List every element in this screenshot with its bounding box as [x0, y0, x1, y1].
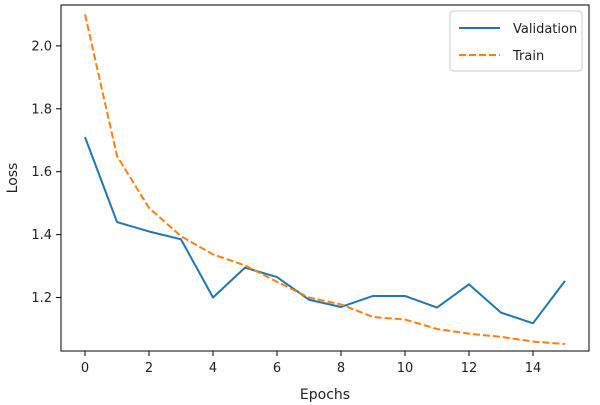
- y-tick-label: 1.2: [31, 291, 52, 306]
- x-axis-ticks: 0 2 4 6 8 10 12 14: [81, 351, 541, 376]
- x-tick-label: 10: [397, 361, 414, 376]
- x-tick-label: 0: [81, 361, 89, 376]
- legend: Validation Train: [450, 11, 582, 71]
- y-tick-label: 1.4: [31, 228, 52, 243]
- x-tick-label: 14: [525, 361, 542, 376]
- x-tick-label: 12: [461, 361, 478, 376]
- x-tick-label: 2: [145, 361, 153, 376]
- x-tick-label: 4: [209, 361, 217, 376]
- y-tick-label: 1.6: [31, 165, 52, 180]
- legend-train-label: Train: [512, 49, 544, 64]
- legend-validation-label: Validation: [513, 22, 577, 37]
- y-axis-ticks: 1.2 1.4 1.6 1.8 2.0: [31, 39, 61, 306]
- x-tick-label: 6: [273, 361, 281, 376]
- series-line-validation: [85, 137, 565, 323]
- y-tick-label: 2.0: [31, 39, 52, 54]
- x-tick-label: 8: [337, 361, 345, 376]
- x-axis-label: Epochs: [300, 387, 350, 403]
- y-tick-label: 1.8: [31, 102, 52, 117]
- y-axis-label: Loss: [5, 163, 21, 194]
